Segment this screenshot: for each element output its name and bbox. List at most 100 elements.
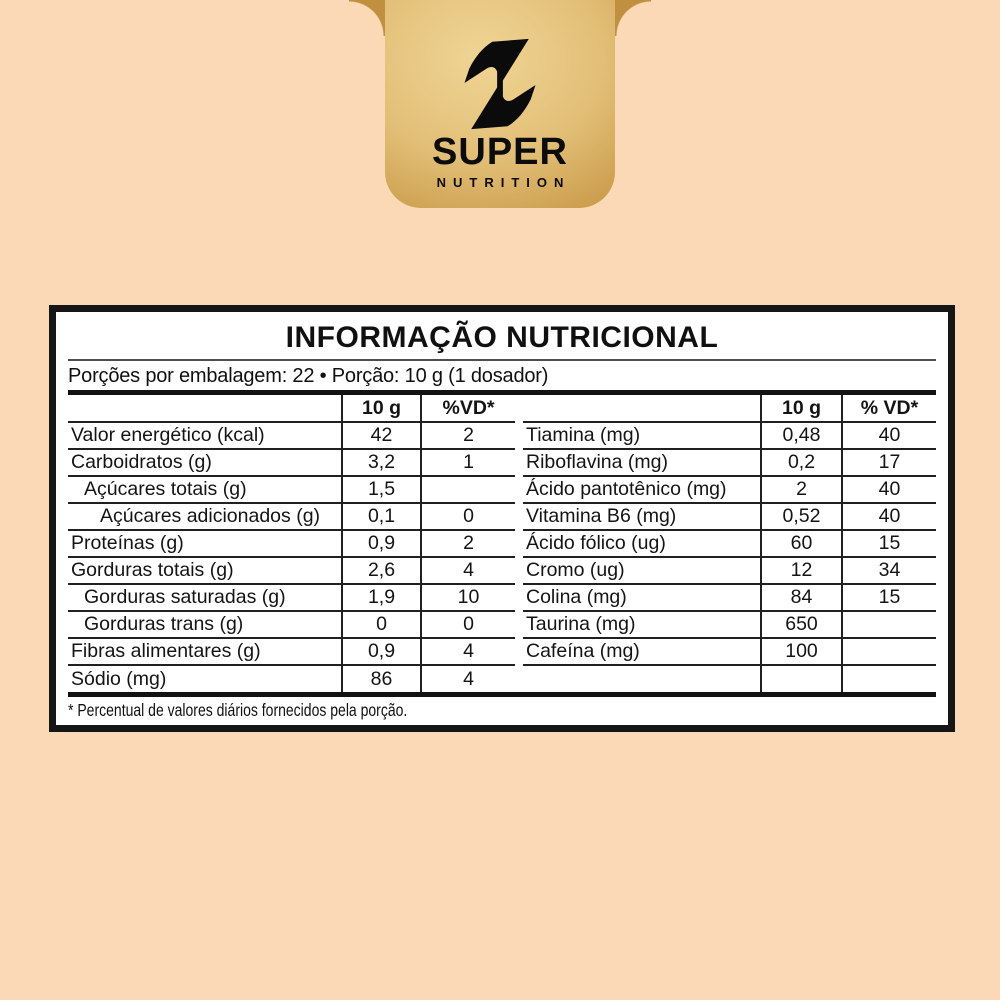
table-row: Colina (mg) 84 15 (523, 583, 936, 611)
nutrition-table-left: 10 g %VD* Valor energético (kcal) 42 2 Carb… (68, 395, 515, 692)
vd-value: 0 (420, 502, 515, 530)
serving-info: Porções por embalagem: 22 • Porção: 10 g… (68, 365, 549, 387)
table-row: Cromo (ug) 12 34 (523, 556, 936, 584)
vd-value (841, 610, 936, 638)
header-amount: 10 g (341, 395, 421, 422)
table-row: Gorduras totais (g) 2,6 4 (68, 556, 515, 584)
amount-value: 0 (341, 610, 421, 638)
nutrient-name: Colina (mg) (523, 583, 761, 611)
table-row (523, 664, 936, 692)
amount-value (760, 664, 842, 692)
nutrient-name: Gorduras saturadas (g) (68, 583, 342, 611)
table-header-row: 10 g %VD* (68, 395, 515, 422)
table-row: Tiamina (mg) 0,48 40 (523, 421, 936, 449)
amount-value: 60 (760, 529, 842, 557)
table-row: Valor energético (kcal) 42 2 (68, 421, 515, 449)
nutrient-name: Gorduras trans (g) (68, 610, 342, 638)
vd-value: 40 (841, 502, 936, 530)
vd-value (841, 637, 936, 665)
nutrient-name: Cromo (ug) (523, 556, 761, 584)
nutrient-name: Ácido fólico (ug) (523, 529, 761, 557)
amount-value: 86 (341, 664, 421, 692)
vd-value (420, 475, 515, 503)
amount-value: 100 (760, 637, 842, 665)
nutrient-name: Fibras alimentares (g) (68, 637, 342, 665)
nutrient-name: Riboflavina (mg) (523, 448, 761, 476)
table-row: Cafeína (mg) 100 (523, 637, 936, 665)
vd-value: 15 (841, 529, 936, 557)
amount-value: 0,9 (341, 637, 421, 665)
divider-thick-top (68, 390, 936, 395)
table-row: Açúcares totais (g) 1,5 (68, 475, 515, 503)
vd-value: 40 (841, 421, 936, 449)
table-row: Sódio (mg) 86 4 (68, 664, 515, 692)
nutrient-name: Açúcares totais (g) (68, 475, 342, 503)
footnote: * Percentual de valores diários fornecid… (68, 697, 936, 721)
vd-value: 10 (420, 583, 515, 611)
vd-value: 4 (420, 556, 515, 584)
brand-subname: NUTRITION (436, 175, 571, 190)
amount-value: 0,2 (760, 448, 842, 476)
table-row: Gorduras trans (g) 0 0 (68, 610, 515, 638)
nutrient-name: Proteínas (g) (68, 529, 342, 557)
nutrient-name: Vitamina B6 (mg) (523, 502, 761, 530)
nutrient-name: Gorduras totais (g) (68, 556, 342, 584)
nutrient-name: Açúcares adicionados (g) (68, 502, 342, 530)
table-row: Gorduras saturadas (g) 1,9 10 (68, 583, 515, 611)
table-row: Vitamina B6 (mg) 0,52 40 (523, 502, 936, 530)
vd-value: 34 (841, 556, 936, 584)
divider-thick-bottom (68, 692, 936, 697)
nutrient-name: Valor energético (kcal) (68, 421, 342, 449)
table-row: Ácido pantotênico (mg) 2 40 (523, 475, 936, 503)
amount-value: 1,5 (341, 475, 421, 503)
table-row: Fibras alimentares (g) 0,9 4 (68, 637, 515, 665)
nutrient-name: Taurina (mg) (523, 610, 761, 638)
amount-value: 0,9 (341, 529, 421, 557)
panel-title: INFORMAÇÃO NUTRICIONAL (285, 321, 719, 354)
amount-value: 3,2 (341, 448, 421, 476)
amount-value: 650 (760, 610, 842, 638)
vd-value (841, 664, 936, 692)
table-row: Proteínas (g) 0,9 2 (68, 529, 515, 557)
vd-value: 2 (420, 421, 515, 449)
table-row: Taurina (mg) 650 (523, 610, 936, 638)
amount-value: 2,6 (341, 556, 421, 584)
nutrient-name: Cafeína (mg) (523, 637, 761, 665)
vd-value: 1 (420, 448, 515, 476)
brand-badge: SUPER NUTRITION (385, 0, 615, 208)
header-name-blank (523, 395, 761, 422)
badge-flare-right (615, 0, 651, 36)
badge-flare-left (349, 0, 385, 36)
vd-value: 4 (420, 637, 515, 665)
amount-value: 2 (760, 475, 842, 503)
amount-value: 0,52 (760, 502, 842, 530)
nutrient-name: Tiamina (mg) (523, 421, 761, 449)
vd-value: 2 (420, 529, 515, 557)
header-vd: % VD* (841, 395, 936, 422)
s-bolt-icon (464, 38, 536, 130)
amount-value: 0,1 (341, 502, 421, 530)
nutrition-table-right: 10 g % VD* Tiamina (mg) 0,48 40 Riboflavina… (523, 395, 936, 692)
tables-container: 10 g %VD* Valor energético (kcal) 42 2 Carb… (68, 395, 936, 692)
nutrition-panel: INFORMAÇÃO NUTRICIONAL Porções por embal… (49, 305, 955, 732)
table-row: Riboflavina (mg) 0,2 17 (523, 448, 936, 476)
table-header-row: 10 g % VD* (523, 395, 936, 422)
brand-name: SUPER (432, 131, 568, 173)
table-row: Ácido fólico (ug) 60 15 (523, 529, 936, 557)
table-gap (515, 395, 523, 692)
amount-value: 42 (341, 421, 421, 449)
vd-value: 17 (841, 448, 936, 476)
nutrient-name: Sódio (mg) (68, 664, 342, 692)
table-row: Carboidratos (g) 3,2 1 (68, 448, 515, 476)
header-amount: 10 g (760, 395, 842, 422)
amount-value: 12 (760, 556, 842, 584)
amount-value: 1,9 (341, 583, 421, 611)
nutrient-name: Carboidratos (g) (68, 448, 342, 476)
vd-value: 15 (841, 583, 936, 611)
footnote-text: * Percentual de valores diários fornecid… (68, 700, 408, 720)
amount-value: 0,48 (760, 421, 842, 449)
divider-thin (68, 359, 936, 361)
table-row: Açúcares adicionados (g) 0,1 0 (68, 502, 515, 530)
header-vd: %VD* (420, 395, 515, 422)
